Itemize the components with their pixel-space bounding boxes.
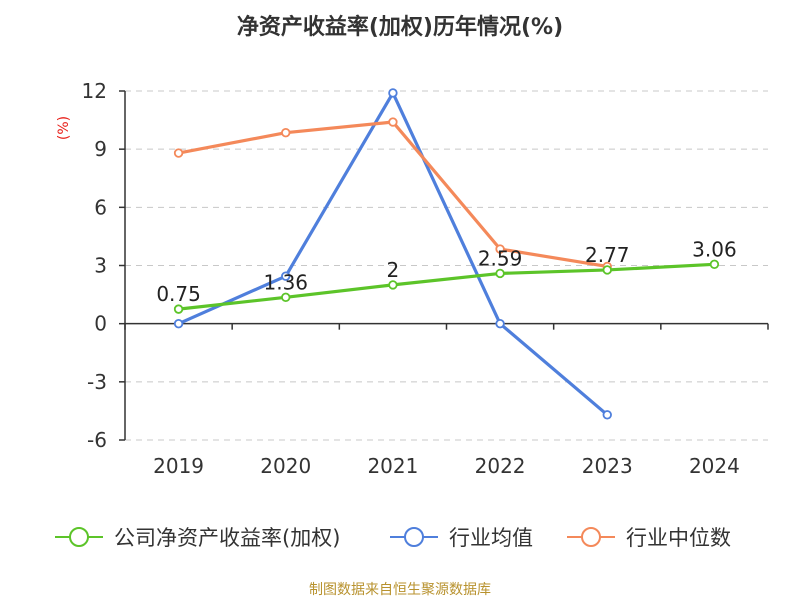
data-label: 1.36 [263,270,308,294]
data-point[interactable] [709,259,720,270]
data-point[interactable] [602,410,612,420]
y-tick-label: 6 [94,195,107,219]
data-point[interactable] [281,271,291,281]
y-axis-unit-label: (%) [56,116,72,140]
series-1 [173,88,612,420]
data-point[interactable] [173,304,184,314]
data-point[interactable] [173,318,184,329]
series-2 [173,117,612,272]
x-tick-label: 2020 [260,454,311,478]
data-point[interactable] [281,127,291,138]
data-label: 2.77 [585,243,630,267]
x-tick-label: 2023 [582,454,633,478]
data-point[interactable] [602,265,612,275]
series-lines [173,88,720,420]
legend-item-2[interactable]: 行业中位数 [567,526,731,550]
legend-label: 行业中位数 [626,526,731,550]
series-line [178,120,608,269]
legend-swatch-marker [581,527,601,547]
series-0 [173,259,720,314]
data-point[interactable] [388,280,398,290]
x-tick-label: 2021 [367,454,418,478]
axes: -6 -3 0 3 6 9 12 2019 2020 2021 2022 2023 2024 [82,79,769,478]
y-tick-label: 3 [94,254,107,278]
y-tick-label: -3 [87,370,107,394]
y-tick-label: 12 [82,79,107,103]
legend-swatch-marker [69,527,89,547]
legend-swatch-marker [404,527,424,547]
data-point[interactable] [281,292,291,302]
legend: 公司净资产收益率(加权) 行业均值 行业中位数 [55,526,731,550]
x-tick-label: 2024 [689,454,740,478]
data-point[interactable] [388,117,398,127]
data-label: 2 [387,258,400,282]
legend-label: 公司净资产收益率(加权) [114,526,340,550]
data-labels: 0.75 1.36 2 2.59 2.77 3.06 [156,237,736,306]
data-point[interactable] [495,268,505,279]
data-label: 0.75 [156,282,201,306]
legend-label: 行业均值 [449,526,533,550]
data-point[interactable] [495,244,505,254]
y-tick-label: 9 [94,137,107,161]
data-point[interactable] [173,148,184,158]
legend-item-1[interactable]: 行业均值 [390,526,533,550]
y-tick-label: -6 [87,428,107,452]
data-label: 2.59 [478,246,523,270]
chart-title: 净资产收益率(加权)历年情况(%) [237,14,563,40]
series-line [178,262,715,311]
data-label: 3.06 [692,237,737,261]
x-tick-label: 2022 [475,454,526,478]
x-tick-label: 2019 [153,454,204,478]
source-note: 制图数据来自恒生聚源数据库 [309,582,491,598]
data-point[interactable] [388,88,398,98]
data-point[interactable] [495,318,505,329]
legend-item-0[interactable]: 公司净资产收益率(加权) [55,526,340,550]
y-tick-label: 0 [94,312,107,336]
